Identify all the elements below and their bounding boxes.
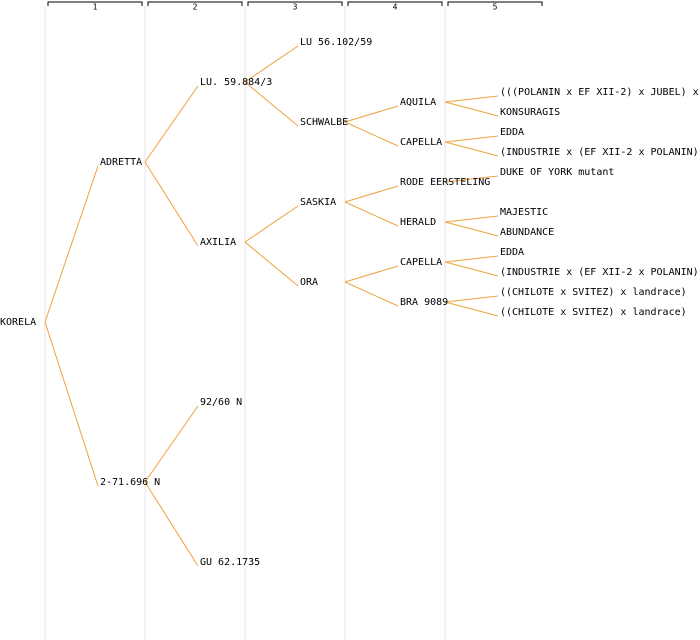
node-label: HERALD xyxy=(400,217,436,228)
pedigree-edge xyxy=(244,45,299,83)
pedigree-edge xyxy=(444,101,499,117)
node-label: LU 56.102/59 xyxy=(300,37,372,48)
pedigree-edge xyxy=(444,255,499,263)
node-label: (((POLANIN x EF XII-2) x JUBEL) x xyxy=(500,87,699,98)
node-label: CAPELLA xyxy=(400,137,442,148)
node-label: ((CHILOTE x SVITEZ) x landrace) xyxy=(500,287,687,298)
generation-label: 4 xyxy=(393,3,398,12)
pedigree-edge xyxy=(244,81,299,127)
pedigree-edge xyxy=(244,205,299,243)
pedigree-edge xyxy=(244,241,299,287)
node-label: EDDA xyxy=(500,247,524,258)
node-label: ORA xyxy=(300,277,318,288)
node-label: AXILIA xyxy=(200,237,236,248)
generation-bracket xyxy=(347,1,443,6)
pedigree-edge xyxy=(444,301,499,317)
pedigree-edge xyxy=(444,175,499,183)
node-label: (INDUSTRIE x (EF XII-2 x POLANIN)) xyxy=(500,147,700,158)
pedigree-edge xyxy=(444,141,499,157)
pedigree-edge xyxy=(444,95,499,103)
node-label: ABUNDANCE xyxy=(500,227,554,238)
node-label: MAJESTIC xyxy=(500,207,548,218)
pedigree-edge xyxy=(144,405,199,483)
generation-bracket xyxy=(247,1,343,6)
pedigree-edge xyxy=(44,165,99,323)
node-label: 92/60 N xyxy=(200,397,242,408)
node-label: 2-71.696 N xyxy=(100,477,160,488)
node-label: LU. 59.884/3 xyxy=(200,77,272,88)
node-label: SASKIA xyxy=(300,197,336,208)
node-label: (INDUSTRIE x (EF XII-2 x POLANIN)) xyxy=(500,267,700,278)
pedigree-edge xyxy=(44,321,99,487)
column-guides xyxy=(44,6,446,640)
node-label: BRA 9089 xyxy=(400,297,448,308)
pedigree-edge xyxy=(444,221,499,237)
pedigree-edge xyxy=(344,281,399,307)
node-label: KORELA xyxy=(0,317,36,328)
node-label: RODE EERSTELING xyxy=(400,177,490,188)
node-label: ADRETTA xyxy=(100,157,142,168)
pedigree-edge xyxy=(144,85,199,163)
pedigree-edge xyxy=(444,135,499,143)
generation-label: 1 xyxy=(93,3,98,12)
pedigree-edge xyxy=(344,265,399,283)
pedigree-edge xyxy=(444,215,499,223)
node-label: AQUILA xyxy=(400,97,436,108)
generation-bracket xyxy=(447,1,543,6)
pedigree-edge xyxy=(444,295,499,303)
node-label: CAPELLA xyxy=(400,257,442,268)
node-label: GU 62.1735 xyxy=(200,557,260,568)
node-label: KONSURAGIS xyxy=(500,107,560,118)
pedigree-edge xyxy=(444,261,499,277)
generation-label: 3 xyxy=(293,3,298,12)
generation-label: 2 xyxy=(193,3,198,12)
pedigree-edge xyxy=(344,105,399,123)
node-label: ((CHILOTE x SVITEZ) x landrace) xyxy=(500,307,687,318)
node-label: EDDA xyxy=(500,127,524,138)
pedigree-edge xyxy=(344,185,399,203)
pedigree-edge xyxy=(144,161,199,247)
generation-label: 5 xyxy=(493,3,498,12)
node-label: DUKE OF YORK mutant xyxy=(500,167,614,178)
generation-bracket xyxy=(147,1,243,6)
generation-bracket xyxy=(47,1,143,6)
pedigree-edge xyxy=(344,201,399,227)
pedigree-edge xyxy=(344,121,399,147)
pedigree-edge xyxy=(144,481,199,567)
node-label: SCHWALBE xyxy=(300,117,348,128)
